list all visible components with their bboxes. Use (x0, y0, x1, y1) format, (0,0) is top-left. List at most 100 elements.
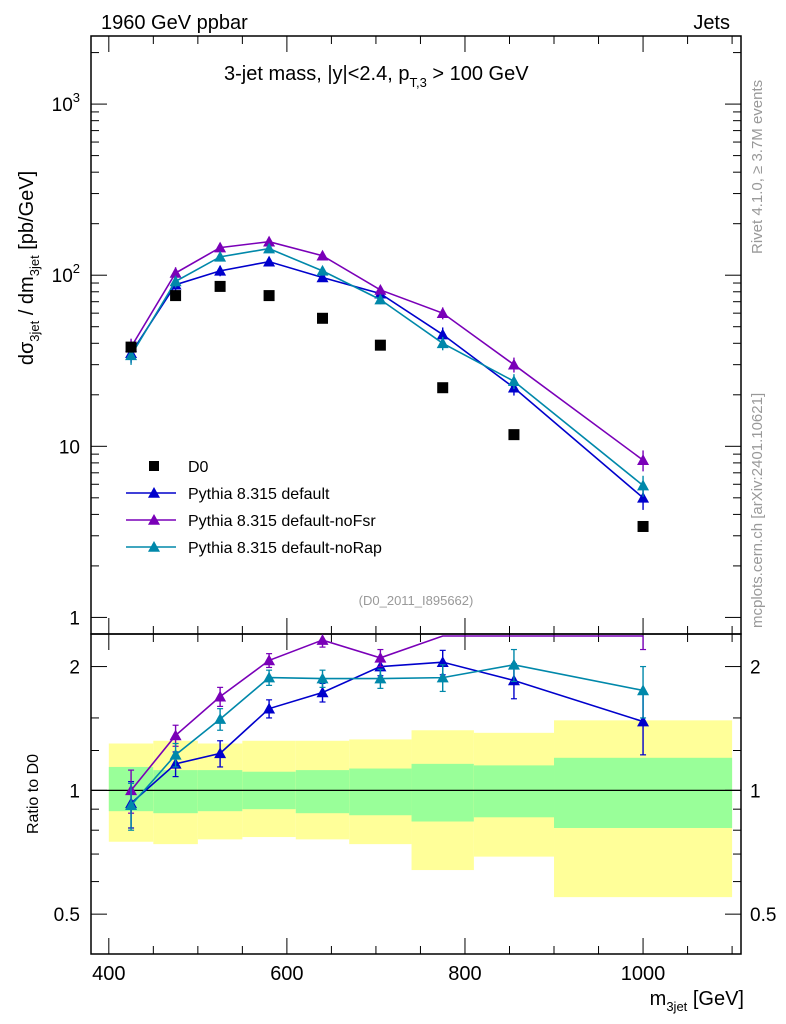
side-label-top: Rivet 4.1.0, ≥ 3.7M events (749, 80, 766, 254)
ratio-2-point-8 (637, 684, 650, 696)
series-1-point-1 (169, 267, 182, 278)
ratio-2-point-1 (169, 748, 182, 760)
series-0-point-2 (214, 264, 227, 276)
ratio-2-point-3 (263, 671, 276, 683)
series-2-point-5 (374, 293, 387, 305)
legend-marker-1 (148, 514, 160, 525)
ratio-y-tick-label-left-1: 1 (69, 781, 80, 802)
legend-marker-0 (148, 487, 160, 498)
series-0-point-8 (637, 491, 650, 503)
legend-label-2: Pythia 8.315 default-noRap (188, 540, 382, 557)
y-tick-label-2: 102 (52, 261, 80, 287)
series-1-point-5 (374, 283, 387, 295)
y-label-part-2: / dm (16, 276, 38, 320)
side-label-bottom: mcplots.cern.ch [arXiv:2401.10621] (749, 393, 766, 628)
y-label-part-1: 3jet (27, 320, 42, 341)
data-point-0 (125, 341, 137, 353)
chart-title-tail: > 100 GeV (427, 63, 529, 85)
series-2-point-2 (214, 250, 227, 262)
ratio-band-green-6 (411, 763, 474, 822)
ratio-y-tick-label-right-2: 2 (750, 658, 761, 679)
y-label-part-0: dσ (16, 341, 38, 365)
legend-label-data: D0 (188, 459, 209, 476)
legend-marker-2 (148, 541, 160, 552)
chart-title-text: 3-jet mass, |y|<2.4, p (224, 63, 409, 85)
ratio-marks (125, 634, 650, 831)
header-left: 1960 GeV ppbar (101, 12, 248, 34)
ratio-2-point-4 (316, 672, 329, 684)
ratio-panel-frame (90, 633, 742, 955)
data-point-5 (374, 339, 386, 351)
y-label-part-4: [pb/GeV] (16, 171, 38, 256)
ratio-y-tick-label-left-0: 0.5 (54, 905, 80, 926)
ratio-1-point-5 (374, 651, 387, 663)
ratio-band-green-5 (349, 768, 412, 816)
series-0-point-3 (263, 255, 276, 267)
data-point-2 (214, 280, 226, 292)
series-2-point-3 (263, 242, 276, 254)
x-label-unit: [GeV] (687, 988, 744, 1010)
watermark: (D0_2011_I895662) (359, 593, 474, 608)
series-1-point-2 (214, 241, 227, 253)
y-tick-label-0: 1 (69, 608, 80, 629)
ratio-2-point-0 (125, 799, 138, 811)
series-1-point-6 (436, 307, 449, 318)
ratio-2-point-2 (214, 713, 227, 724)
data-point-6 (437, 382, 449, 394)
x-tick-label-1: 600 (270, 963, 303, 985)
legend: D0 Pythia 8.315 default Pythia 8.315 defau… (126, 459, 382, 557)
x-label-sub: 3jet (666, 999, 687, 1014)
ratio-y-tick-label-left-2: 2 (69, 658, 80, 679)
ratio-band-green-8 (554, 757, 733, 828)
y-label-part-3: 3jet (27, 255, 42, 276)
ratio-band-green-4 (295, 770, 350, 814)
legend-label-1: Pythia 8.315 default-noFsr (188, 513, 376, 530)
y-tick-label-1: 10 (59, 437, 80, 458)
data-point-3 (263, 290, 275, 302)
y-tick-base-0: 1 (69, 608, 80, 629)
main-marks (125, 235, 650, 532)
chart-title-sub: T,3 (409, 75, 426, 90)
series-2-point-1 (169, 275, 182, 287)
series-1-point-4 (316, 249, 329, 261)
y-tick-base-2: 10 (52, 266, 73, 287)
series-line-2 (130, 247, 644, 487)
y-tick-label-3: 103 (52, 90, 80, 116)
ratio-y-tick-label-right-1: 1 (750, 781, 761, 802)
x-label-main: m (650, 988, 667, 1010)
header-right: Jets (693, 12, 730, 34)
series-1-point-7 (507, 358, 520, 370)
data-point-7 (508, 429, 520, 441)
x-tick-label-0: 400 (92, 963, 125, 985)
ratio-band-green-7 (473, 765, 555, 818)
series-1-point-3 (263, 235, 276, 247)
ratio-axes: 0.5 0.5 1 1 2 2 (54, 658, 777, 927)
ratio-1-point-4 (316, 634, 329, 645)
chart-title: 3-jet mass, |y|<2.4, pT,3 > 100 GeV (224, 63, 529, 90)
ratio-2-point-5 (374, 672, 387, 684)
x-tick-label-3: 1000 (621, 963, 666, 985)
series-2-point-6 (436, 337, 449, 349)
legend-marker-data (149, 461, 159, 471)
ratio-0-point-2 (214, 747, 227, 759)
data-point-1 (170, 290, 182, 302)
series-0-point-4 (316, 271, 329, 283)
ratio-1-point-3 (263, 654, 276, 666)
ratio-y-tick-label-right-0: 0.5 (750, 905, 776, 926)
ratio-0-point-3 (263, 702, 276, 714)
y-tick-exp-3: 3 (73, 90, 80, 105)
ratio-1-point-2 (214, 690, 227, 702)
x-tick-label-2: 800 (448, 963, 481, 985)
series-2-point-0 (125, 349, 138, 361)
series-2-point-4 (316, 264, 329, 276)
ratio-0-point-8 (637, 715, 650, 727)
ratio-uncertainty-bands (91, 720, 741, 898)
series-2-point-7 (507, 375, 520, 387)
ratio-2-point-6 (436, 671, 449, 683)
data-point-8 (637, 520, 649, 532)
y-tick-base-3: 10 (52, 95, 73, 116)
ratio-1-point-1 (169, 729, 182, 741)
series-0-point-6 (436, 328, 449, 340)
ratio-0-point-4 (316, 686, 329, 698)
